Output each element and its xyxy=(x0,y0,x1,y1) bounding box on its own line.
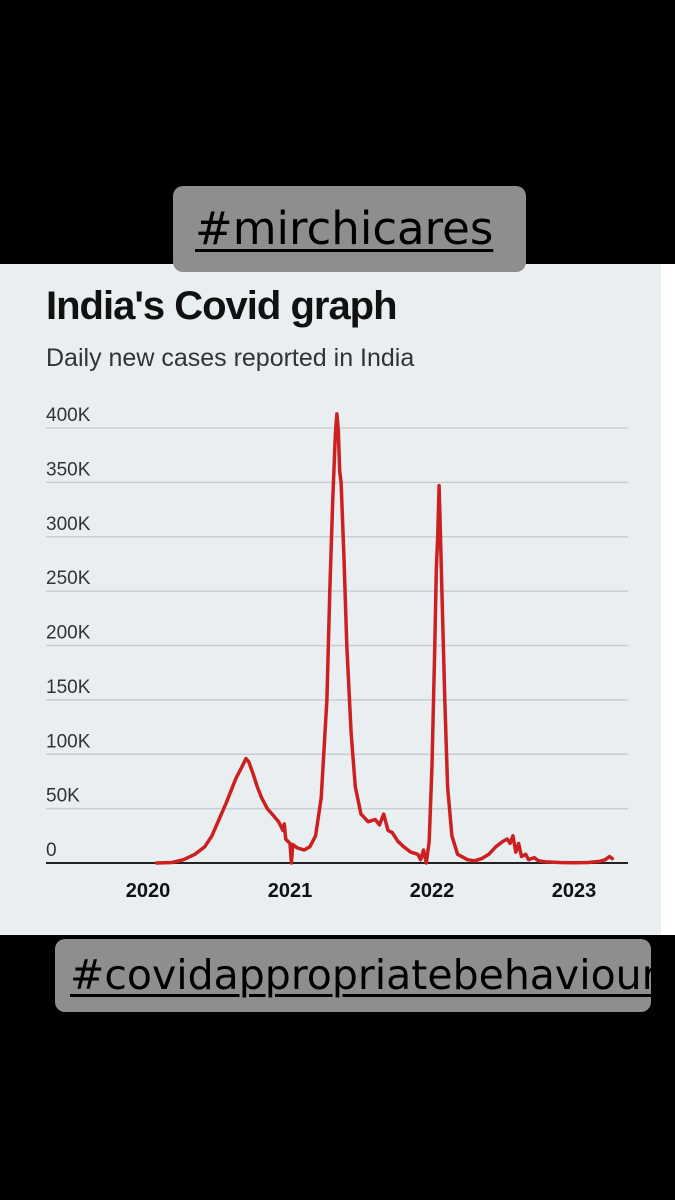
hashtag-mirchicares: #mirchicares xyxy=(173,186,526,272)
y-tick-label: 100K xyxy=(46,731,91,752)
hashtag-bottom-text: #covidappropriatebehaviour xyxy=(70,951,659,999)
x-tick-label: 2020 xyxy=(126,880,171,902)
y-tick-label: 400K xyxy=(46,405,91,426)
y-tick-label: 150K xyxy=(46,677,91,698)
panel-edge-strip xyxy=(661,264,675,935)
y-tick-label: 250K xyxy=(46,568,91,589)
y-tick-label: 200K xyxy=(46,623,91,644)
y-tick-label: 350K xyxy=(46,459,91,480)
y-tick-label: 300K xyxy=(46,514,91,535)
x-tick-label: 2022 xyxy=(410,880,455,902)
series-layer xyxy=(154,412,615,865)
chart-title: India's Covid graph xyxy=(46,284,398,328)
y-tick-label: 50K xyxy=(46,786,80,807)
y-tick-label: 0 xyxy=(46,840,57,861)
hashtag-covidappropriatebehaviour: #covidappropriatebehaviour xyxy=(55,939,659,1012)
gridlines xyxy=(46,427,628,864)
chart-panel: India's Covid graph Daily new cases repo… xyxy=(0,264,675,935)
y-axis-ticks: 400K 350K 300K 250K 200K 150K 100K 50K 0 xyxy=(46,405,91,861)
x-tick-label: 2023 xyxy=(552,880,597,902)
x-axis-ticks: 2020 2021 2022 2023 xyxy=(126,880,597,902)
hashtag-top-text: #mirchicares xyxy=(195,202,494,255)
chart-subtitle: Daily new cases reported in India xyxy=(46,344,415,372)
x-tick-label: 2021 xyxy=(268,880,313,902)
series-line-daily-new-cases xyxy=(154,412,615,865)
